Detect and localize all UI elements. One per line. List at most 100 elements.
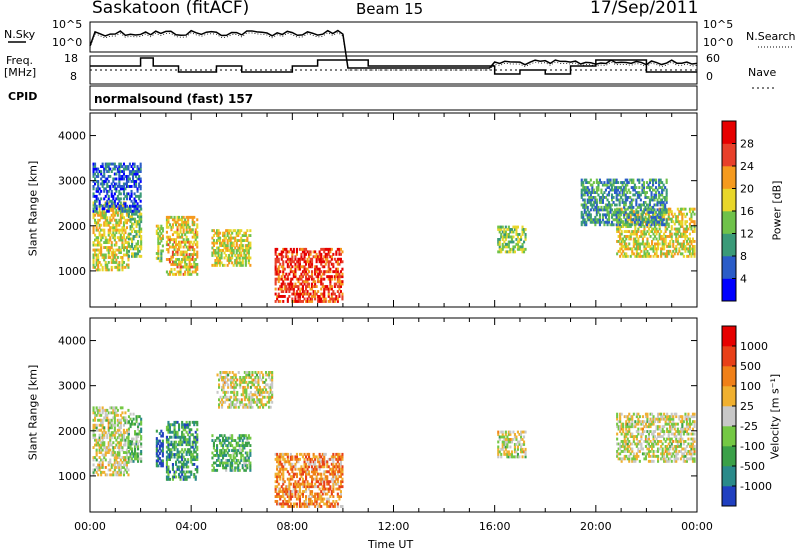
range-gate-cell — [653, 208, 656, 212]
range-gate-cell — [282, 492, 285, 496]
range-gate-cell — [125, 213, 128, 217]
range-gate-cell — [676, 237, 679, 241]
range-gate-cell — [634, 242, 637, 246]
range-gate-cell — [524, 238, 527, 241]
range-gate-cell — [298, 482, 301, 486]
range-gate-cell — [185, 453, 188, 456]
range-gate-cell — [167, 272, 170, 276]
range-gate-cell — [608, 213, 611, 217]
range-gate-cell — [216, 263, 219, 267]
range-gate-cell — [101, 207, 104, 211]
range-gate-cell — [100, 182, 103, 186]
range-gate-cell — [650, 220, 653, 224]
range-gate-cell — [623, 215, 626, 219]
range-gate-cell — [112, 162, 115, 166]
range-gate-cell — [167, 250, 170, 254]
range-gate-cell — [295, 490, 298, 493]
range-gate-cell — [636, 220, 639, 224]
range-gate-cell — [133, 199, 136, 203]
range-gate-cell — [693, 230, 696, 233]
range-gate-cell — [632, 213, 635, 217]
range-gate-cell — [246, 444, 249, 447]
range-gate-cell — [182, 240, 185, 244]
range-gate-cell — [116, 223, 119, 227]
range-gate-cell — [616, 450, 619, 453]
range-gate-cell — [655, 227, 658, 231]
range-gate-cell — [238, 261, 241, 265]
range-gate-cell — [128, 197, 131, 201]
range-gate-cell — [194, 230, 197, 234]
range-gate-cell — [589, 178, 592, 182]
range-gate-cell — [591, 196, 594, 199]
range-gate-cell — [330, 257, 333, 261]
range-gate-cell — [332, 262, 335, 266]
range-gate-cell — [191, 253, 194, 256]
range-gate-cell — [249, 444, 252, 447]
range-gate-cell — [100, 211, 103, 215]
range-gate-cell — [336, 262, 339, 266]
range-gate-cell — [317, 457, 320, 461]
range-gate-cell — [122, 236, 125, 240]
range-gate-cell — [513, 225, 516, 229]
range-gate-cell — [618, 208, 621, 212]
range-gate-cell — [312, 295, 315, 298]
range-gate-cell — [229, 234, 232, 237]
range-gate-cell — [675, 215, 678, 219]
range-gate-cell — [280, 257, 283, 261]
range-gate-cell — [644, 196, 647, 199]
range-gate-cell — [592, 220, 595, 224]
range-gate-cell — [234, 468, 237, 472]
range-gate-cell — [279, 455, 282, 459]
range-gate-cell — [94, 243, 97, 247]
range-gate-cell — [97, 197, 100, 201]
range-gate-cell — [97, 418, 100, 422]
range-gate-cell — [113, 243, 116, 247]
range-gate-cell — [658, 223, 661, 227]
range-gate-cell — [597, 188, 600, 192]
range-gate-cell — [582, 198, 585, 202]
range-gate-cell — [670, 252, 673, 256]
range-gate-cell — [582, 193, 585, 197]
range-gate-cell — [339, 490, 342, 493]
range-gate-cell — [629, 212, 632, 216]
range-gate-cell — [510, 455, 513, 459]
range-gate-cell — [289, 467, 292, 471]
range-gate-cell — [635, 254, 638, 258]
range-gate-cell — [620, 247, 623, 251]
range-gate-cell — [185, 463, 188, 466]
range-gate-cell — [618, 203, 621, 207]
range-gate-cell — [338, 295, 341, 298]
range-gate-cell — [661, 215, 664, 219]
range-gate-cell — [179, 263, 182, 266]
range-gate-cell — [667, 215, 670, 219]
range-gate-cell — [672, 254, 675, 258]
range-gate-cell — [295, 482, 298, 486]
range-gate-cell — [294, 495, 297, 498]
range-gate-cell — [249, 244, 252, 247]
range-gate-cell — [303, 250, 306, 254]
range-gate-cell — [277, 265, 280, 269]
range-gate-cell — [286, 250, 289, 254]
range-gate-cell — [318, 270, 321, 274]
range-gate-cell — [136, 170, 139, 173]
range-gate-cell — [125, 192, 128, 196]
range-gate-cell — [196, 428, 199, 432]
range-gate-cell — [280, 290, 283, 293]
range-gate-cell — [291, 265, 294, 269]
range-gate-cell — [309, 287, 312, 291]
range-gate-cell — [181, 215, 184, 219]
range-gate-cell — [678, 235, 681, 238]
range-gate-cell — [503, 235, 506, 239]
range-gate-cell — [291, 260, 294, 264]
range-gate-cell — [330, 275, 333, 279]
range-gate-cell — [595, 191, 598, 194]
range-gate-cell — [317, 290, 320, 293]
range-gate-cell — [652, 196, 655, 199]
range-gate-cell — [182, 438, 185, 442]
range-gate-cell — [185, 475, 188, 479]
range-gate-cell — [171, 245, 174, 249]
range-gate-cell — [161, 249, 164, 253]
range-gate-cell — [115, 211, 118, 215]
range-gate-cell — [622, 237, 625, 241]
range-gate-cell — [232, 446, 235, 450]
